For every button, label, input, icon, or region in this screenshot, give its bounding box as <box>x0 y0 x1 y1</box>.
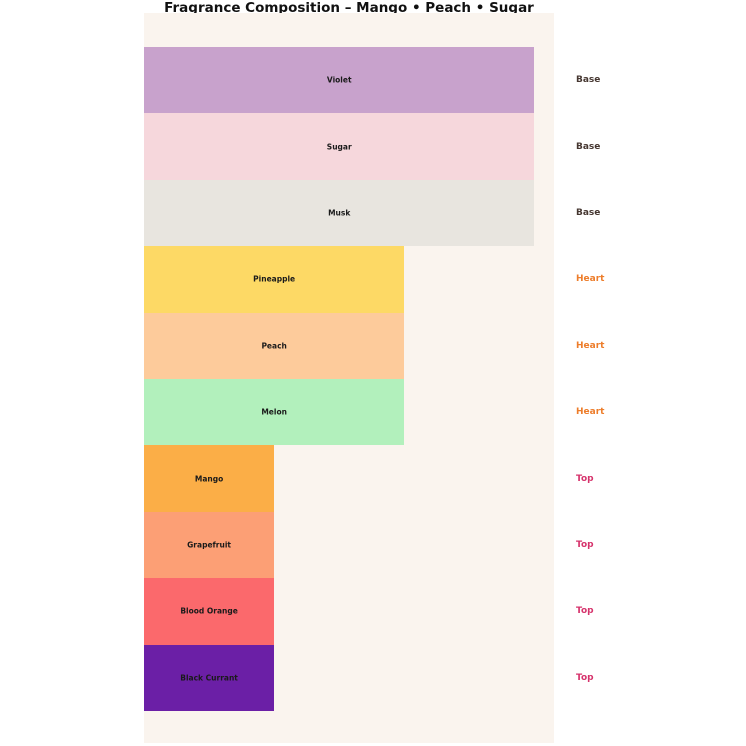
bar-musk: Musk <box>144 179 535 247</box>
bar-label-peach: Peach <box>261 341 287 351</box>
bar-blood-orange: Blood Orange <box>144 578 275 645</box>
bar-grapefruit: Grapefruit <box>144 511 275 579</box>
bar-label-mango: Mango <box>194 474 224 484</box>
bar-violet: Violet <box>144 47 535 114</box>
group-label-top-6: Top <box>576 473 594 484</box>
group-label-top-8: Top <box>576 606 594 617</box>
bar-label-violet: Violet <box>326 75 352 85</box>
group-label-heart-4: Heart <box>576 340 605 351</box>
chart-title: Fragrance Composition – Mango • Peach • … <box>164 0 534 16</box>
group-label-base-0: Base <box>576 75 601 86</box>
bar-mango: Mango <box>144 445 275 512</box>
bar-peach: Peach <box>144 312 405 379</box>
group-label-base-2: Base <box>576 208 601 218</box>
bar-sugar: Sugar <box>144 113 535 180</box>
group-label-top-7: Top <box>576 540 594 550</box>
bar-melon: Melon <box>144 379 405 446</box>
bar-label-black-currant: Black Currant <box>180 673 238 683</box>
bar-label-melon: Melon <box>261 407 287 417</box>
bar-label-sugar: Sugar <box>326 142 352 152</box>
bar-label-pineapple: Pineapple <box>253 274 296 284</box>
bar-label-blood-orange: Blood Orange <box>180 606 238 616</box>
group-label-heart-5: Heart <box>576 407 605 418</box>
bar-label-musk: Musk <box>328 208 351 218</box>
group-label-heart-3: Heart <box>576 274 605 285</box>
bar-pineapple: Pineapple <box>144 246 405 313</box>
bar-black-currant: Black Currant <box>144 644 275 711</box>
group-label-top-9: Top <box>576 672 594 683</box>
plot-area: Violet Sugar Musk Pineapple Peach Melon Mango G… <box>144 13 554 743</box>
bar-label-grapefruit: Grapefruit <box>187 540 231 550</box>
group-label-base-1: Base <box>576 141 601 152</box>
